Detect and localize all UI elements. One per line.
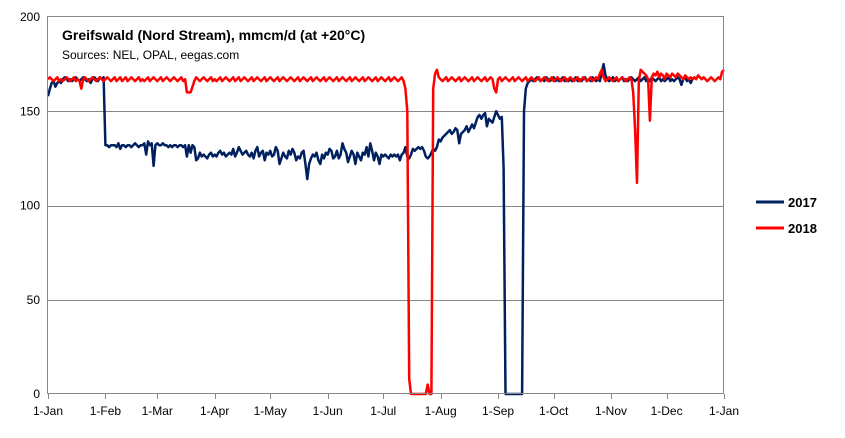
y-tick-label: 0 <box>33 387 40 401</box>
plot-area-frame <box>47 16 724 394</box>
x-tick-label: 1-Aug <box>425 404 457 418</box>
series-line-2018 <box>47 68 725 396</box>
y-tick-label: 150 <box>20 104 40 118</box>
x-tick-label: 1-Feb <box>90 404 122 418</box>
x-tick-label: 1-Oct <box>539 404 569 418</box>
y-tick-label: 50 <box>27 293 41 307</box>
x-axis-ticks: 1-Jan 1-Feb 1-Mar 1-Apr 1-May 1-Jun 1-Jul 1-Aug… <box>33 394 739 418</box>
legend: 2017 2018 <box>756 195 817 236</box>
x-tick-label: 1-Nov <box>595 404 627 418</box>
legend-label-2017: 2017 <box>788 195 817 210</box>
axes <box>47 16 724 394</box>
legend-label-2018: 2018 <box>788 221 817 236</box>
chart-title: Greifswald (Nord Stream), mmcm/d (at +20… <box>62 27 365 43</box>
x-tick-label: 1-May <box>254 404 287 418</box>
x-tick-label: 1-Jun <box>313 404 343 418</box>
x-tick-label: 1-Dec <box>651 404 683 418</box>
x-tick-label: 1-Mar <box>142 404 173 418</box>
y-tick-label: 200 <box>20 10 40 24</box>
x-tick-label: 1-Jul <box>370 404 396 418</box>
series-lines <box>46 62 725 396</box>
x-tick-label: 1-Jan <box>33 404 63 418</box>
y-axis-ticks: 0 50 100 150 200 <box>20 10 40 401</box>
x-tick-label: 1-Apr <box>200 404 229 418</box>
x-tick-label: 1-Sep <box>482 404 514 418</box>
chart-subtitle: Sources: NEL, OPAL, eegas.com <box>62 48 239 62</box>
grid-lines <box>48 111 724 301</box>
x-tick-label: 1-Jan <box>709 404 739 418</box>
y-tick-label: 100 <box>20 199 40 213</box>
series-line-2017 <box>46 62 696 396</box>
